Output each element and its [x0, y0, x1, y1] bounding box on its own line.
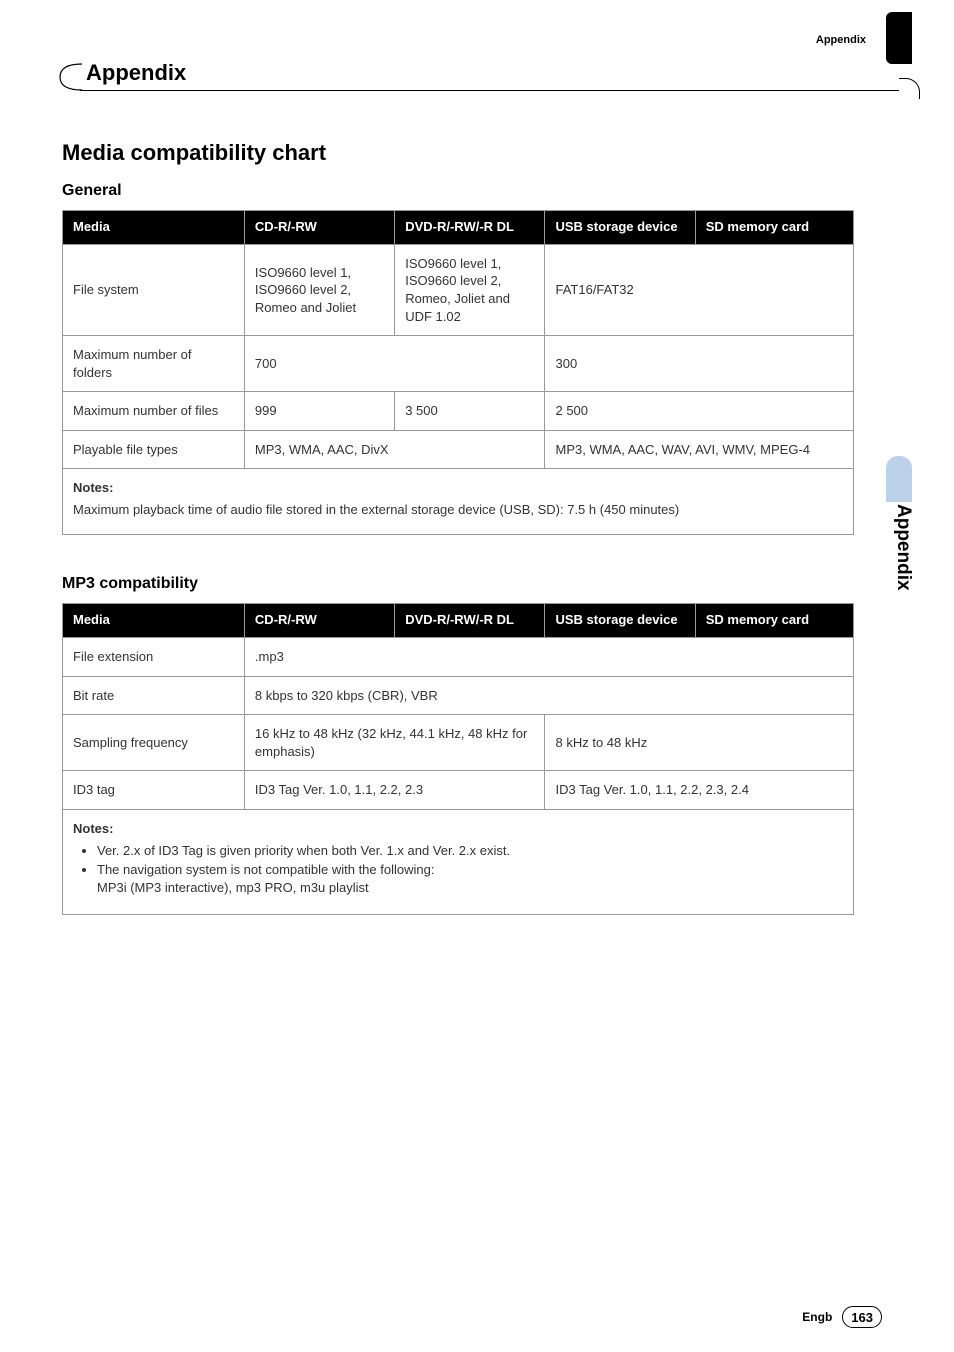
page-number-badge: 163 [842, 1306, 882, 1328]
col-media: Media [63, 211, 245, 245]
cell: File extension [63, 638, 245, 677]
cell: 8 kHz to 48 kHz [545, 715, 854, 771]
header-rule [80, 90, 912, 91]
table-notes-row: Notes: Maximum playback time of audio fi… [63, 469, 854, 535]
table-row: Maximum number of files 999 3 500 2 500 [63, 392, 854, 431]
table-notes-row: Notes: Ver. 2.x of ID3 Tag is given prio… [63, 809, 854, 914]
notes-text: Maximum playback time of audio file stor… [73, 501, 843, 519]
cell: Bit rate [63, 676, 245, 715]
general-heading: General [62, 182, 854, 200]
main-content: Media compatibility chart General Media … [62, 140, 854, 955]
table-row: Maximum number of folders 700 300 [63, 336, 854, 392]
col-sd: SD memory card [695, 211, 853, 245]
notes-item: The navigation system is not compatible … [97, 861, 843, 896]
notes-cell: Notes: Ver. 2.x of ID3 Tag is given prio… [63, 809, 854, 914]
header-small-label: Appendix [816, 34, 866, 46]
table-row: File extension .mp3 [63, 638, 854, 677]
cell: 16 kHz to 48 kHz (32 kHz, 44.1 kHz, 48 k… [244, 715, 545, 771]
col-media: Media [63, 604, 245, 638]
cell: 2 500 [545, 392, 854, 431]
cell: Playable file types [63, 430, 245, 469]
col-usb: USB storage device [545, 211, 695, 245]
notes-label: Notes: [73, 820, 843, 838]
notes-label: Notes: [73, 479, 843, 497]
notes-item: Ver. 2.x of ID3 Tag is given priority wh… [97, 842, 843, 860]
cell: 8 kbps to 320 kbps (CBR), VBR [244, 676, 853, 715]
mp3-heading: MP3 compatibility [62, 575, 854, 593]
cell: ID3 Tag Ver. 1.0, 1.1, 2.2, 2.3 [244, 771, 545, 810]
notes-list: Ver. 2.x of ID3 Tag is given priority wh… [73, 842, 843, 897]
col-cdr: CD-R/-RW [244, 604, 394, 638]
cell: .mp3 [244, 638, 853, 677]
cell: 3 500 [395, 392, 545, 431]
col-dvdr: DVD-R/-RW/-R DL [395, 211, 545, 245]
cell: ID3 Tag Ver. 1.0, 1.1, 2.2, 2.3, 2.4 [545, 771, 854, 810]
general-table: Media CD-R/-RW DVD-R/-RW/-R DL USB stora… [62, 210, 854, 535]
cell: 999 [244, 392, 394, 431]
cell: Maximum number of folders [63, 336, 245, 392]
section-title: Media compatibility chart [62, 140, 854, 166]
cell: 700 [244, 336, 545, 392]
table-row: File system ISO9660 level 1, ISO9660 lev… [63, 244, 854, 335]
footer: Engb 163 [802, 1306, 882, 1328]
cell: MP3, WMA, AAC, WAV, AVI, WMV, MPEG-4 [545, 430, 854, 469]
notes-cell: Notes: Maximum playback time of audio fi… [63, 469, 854, 535]
table-row: Bit rate 8 kbps to 320 kbps (CBR), VBR [63, 676, 854, 715]
cell: ISO9660 level 1, ISO9660 level 2, Romeo … [244, 244, 394, 335]
mp3-table: Media CD-R/-RW DVD-R/-RW/-R DL USB stora… [62, 603, 854, 915]
bracket-icon [52, 62, 86, 92]
side-tab [886, 456, 912, 502]
appendix-heading: Appendix [86, 60, 186, 86]
cell: 300 [545, 336, 854, 392]
col-cdr: CD-R/-RW [244, 211, 394, 245]
cell: FAT16/FAT32 [545, 244, 854, 335]
table-row: ID3 tag ID3 Tag Ver. 1.0, 1.1, 2.2, 2.3 … [63, 771, 854, 810]
table-row: Playable file types MP3, WMA, AAC, DivX … [63, 430, 854, 469]
cell: Sampling frequency [63, 715, 245, 771]
col-sd: SD memory card [695, 604, 853, 638]
table-row: Sampling frequency 16 kHz to 48 kHz (32 … [63, 715, 854, 771]
corner-tab [886, 12, 912, 64]
footer-lang: Engb [802, 1310, 832, 1324]
col-dvdr: DVD-R/-RW/-R DL [395, 604, 545, 638]
cell: MP3, WMA, AAC, DivX [244, 430, 545, 469]
table-header-row: Media CD-R/-RW DVD-R/-RW/-R DL USB stora… [63, 211, 854, 245]
cell: File system [63, 244, 245, 335]
cell: ISO9660 level 1, ISO9660 level 2, Romeo,… [395, 244, 545, 335]
side-appendix-label: Appendix [892, 504, 914, 591]
col-usb: USB storage device [545, 604, 695, 638]
cell: ID3 tag [63, 771, 245, 810]
cell: Maximum number of files [63, 392, 245, 431]
table-header-row: Media CD-R/-RW DVD-R/-RW/-R DL USB stora… [63, 604, 854, 638]
